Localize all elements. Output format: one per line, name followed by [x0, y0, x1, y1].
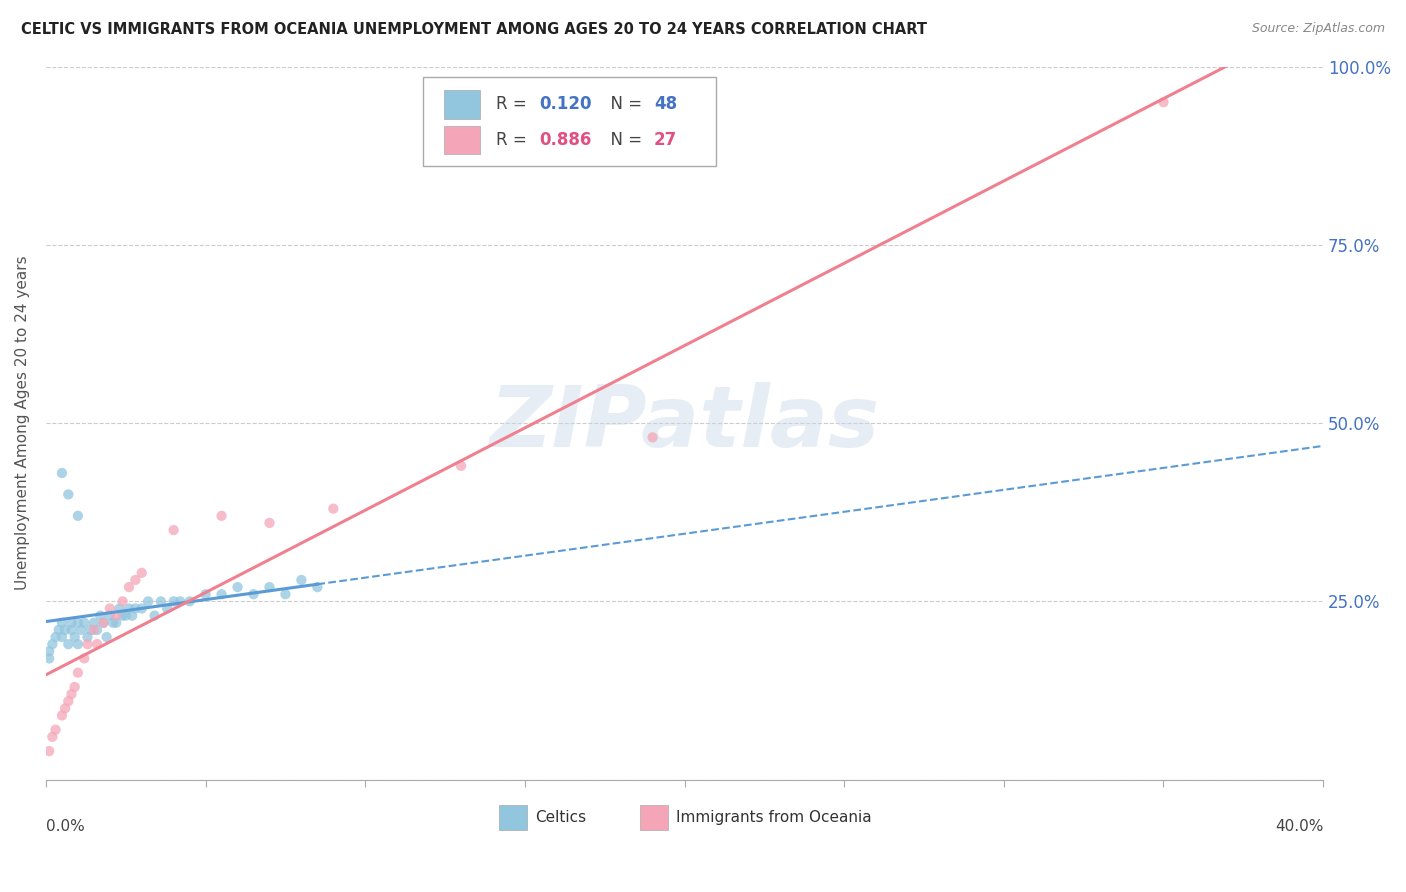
Point: [66, 615, 89, 630]
Point: [169, 594, 191, 608]
Point: [79, 623, 101, 637]
Point: [111, 608, 134, 623]
Text: ZIPatlas: ZIPatlas: [489, 382, 880, 465]
Text: N =: N =: [600, 95, 648, 113]
Text: 40.0%: 40.0%: [1275, 819, 1323, 834]
Point: [63, 680, 86, 694]
Point: [211, 508, 233, 523]
Point: [211, 587, 233, 601]
Point: [322, 501, 344, 516]
Point: [131, 566, 153, 580]
Point: [118, 601, 141, 615]
Y-axis label: Unemployment Among Ages 20 to 24 years: Unemployment Among Ages 20 to 24 years: [15, 256, 30, 591]
Point: [105, 615, 128, 630]
Point: [118, 580, 141, 594]
Point: [53, 623, 76, 637]
Point: [83, 623, 105, 637]
Point: [76, 630, 98, 644]
Point: [98, 608, 121, 623]
Text: N =: N =: [600, 131, 648, 149]
Point: [48, 623, 70, 637]
Point: [51, 708, 73, 723]
Point: [149, 594, 172, 608]
Point: [163, 523, 186, 537]
Text: 0.886: 0.886: [538, 131, 592, 149]
Point: [131, 601, 153, 615]
Point: [156, 601, 179, 615]
Point: [89, 608, 111, 623]
Point: [66, 508, 89, 523]
Text: CELTIC VS IMMIGRANTS FROM OCEANIA UNEMPLOYMENT AMONG AGES 20 TO 24 YEARS CORRELA: CELTIC VS IMMIGRANTS FROM OCEANIA UNEMPL…: [21, 22, 927, 37]
Point: [111, 594, 134, 608]
Text: Immigrants from Oceania: Immigrants from Oceania: [676, 810, 872, 824]
Point: [114, 608, 136, 623]
Point: [73, 651, 96, 665]
Point: [63, 630, 86, 644]
Bar: [499, 805, 527, 830]
Point: [124, 601, 146, 615]
Point: [41, 730, 63, 744]
Point: [45, 630, 67, 644]
Point: [51, 630, 73, 644]
Point: [98, 601, 121, 615]
Point: [51, 466, 73, 480]
Point: [274, 587, 297, 601]
FancyBboxPatch shape: [423, 78, 717, 167]
Point: [60, 623, 83, 637]
Point: [66, 665, 89, 680]
Text: Source: ZipAtlas.com: Source: ZipAtlas.com: [1251, 22, 1385, 36]
Point: [163, 594, 186, 608]
Point: [194, 587, 217, 601]
Bar: [640, 805, 668, 830]
Point: [124, 573, 146, 587]
Bar: [444, 90, 481, 119]
Point: [60, 615, 83, 630]
Point: [58, 694, 80, 708]
Point: [105, 608, 128, 623]
Point: [136, 594, 159, 608]
Text: 48: 48: [654, 95, 678, 113]
Point: [96, 630, 118, 644]
Point: [307, 580, 329, 594]
Text: R =: R =: [495, 131, 531, 149]
Point: [1153, 95, 1175, 110]
Point: [641, 430, 664, 444]
Point: [58, 637, 80, 651]
Point: [38, 744, 60, 758]
Point: [38, 644, 60, 658]
Point: [242, 587, 264, 601]
Point: [86, 623, 108, 637]
Point: [101, 615, 124, 630]
Point: [53, 701, 76, 715]
Point: [73, 615, 96, 630]
Point: [121, 608, 143, 623]
Text: 27: 27: [654, 131, 678, 149]
Point: [259, 516, 281, 530]
Point: [290, 573, 312, 587]
Point: [143, 608, 166, 623]
Text: 0.120: 0.120: [538, 95, 592, 113]
Point: [226, 580, 249, 594]
Point: [179, 594, 201, 608]
Point: [66, 637, 89, 651]
Point: [58, 487, 80, 501]
Point: [93, 615, 115, 630]
Point: [38, 651, 60, 665]
Point: [60, 687, 83, 701]
Point: [93, 615, 115, 630]
Text: 0.0%: 0.0%: [46, 819, 84, 834]
Text: R =: R =: [495, 95, 531, 113]
Point: [83, 615, 105, 630]
Point: [259, 580, 281, 594]
Point: [76, 637, 98, 651]
Point: [70, 623, 93, 637]
Point: [450, 458, 472, 473]
Point: [51, 615, 73, 630]
Point: [41, 637, 63, 651]
Point: [86, 637, 108, 651]
Point: [45, 723, 67, 737]
Point: [108, 601, 131, 615]
Text: Celtics: Celtics: [536, 810, 586, 824]
Bar: [444, 126, 481, 154]
